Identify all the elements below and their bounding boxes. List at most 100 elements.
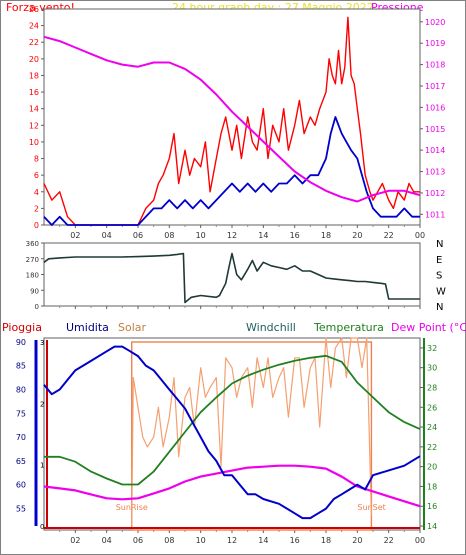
windchill-title: Windchill	[246, 321, 296, 334]
rain-tick-label: 2	[40, 400, 44, 408]
y-right-tick-label: 1020	[425, 18, 445, 27]
y-left-tick-label: 16	[29, 88, 39, 97]
solar-title: Solar	[118, 321, 147, 334]
rain-title: Pioggia	[2, 321, 42, 334]
y-left-tick-label: 12	[29, 121, 39, 130]
y-right-tick-label: 32	[427, 344, 437, 353]
x-tick-label: 02	[70, 536, 80, 545]
x-tick-label: 00	[415, 231, 425, 240]
wind-pressure-chart: 0246810121416182022242610111012101310141…	[29, 5, 446, 240]
series-wind-gust	[43, 16, 420, 226]
x-tick-label: 12	[227, 231, 237, 240]
y-right-tick-label: 1018	[425, 61, 445, 70]
y-right-tick-label: 1014	[425, 146, 445, 155]
compass-label: S	[436, 271, 442, 282]
compass-label: N	[436, 302, 443, 313]
y-left-tick-label: 6	[34, 171, 39, 180]
y-left-tick-label: 75	[16, 409, 26, 418]
rain-tick-label: 0	[40, 523, 44, 531]
x-tick-label: 20	[352, 231, 362, 240]
y-left-tick-label: 65	[16, 457, 26, 466]
y-left-tick-label: 20	[29, 55, 39, 64]
x-tick-label: 10	[196, 536, 206, 545]
temperature-title: Temperatura	[313, 321, 384, 334]
series-humidity	[43, 345, 421, 520]
daylight-box	[131, 341, 373, 531]
x-tick-label: 08	[164, 231, 174, 240]
x-tick-label: 00	[415, 536, 425, 545]
y-tick-label: 360	[26, 240, 39, 248]
y-right-tick-label: 1019	[425, 39, 445, 48]
y-tick-label: 270	[26, 256, 39, 264]
y-left-tick-label: 90	[16, 338, 26, 347]
rain-tick-label: 1	[40, 462, 44, 470]
y-left-tick-label: 18	[29, 71, 39, 80]
y-right-tick-label: 1013	[425, 168, 445, 177]
x-tick-label: 16	[290, 231, 300, 240]
y-left-tick-label: 60	[16, 481, 26, 490]
y-tick-label: 180	[26, 272, 39, 280]
y-left-tick-label: 22	[29, 38, 39, 47]
x-tick-label: 16	[290, 536, 300, 545]
series-wind-direction	[43, 252, 420, 304]
y-right-tick-label: 1016	[425, 103, 445, 112]
y-tick-label: 0	[35, 303, 39, 311]
y-left-tick-label: 70	[16, 433, 26, 442]
y-left-tick-label: 24	[29, 22, 39, 31]
x-tick-label: 18	[321, 536, 331, 545]
x-tick-label: 04	[102, 536, 112, 545]
x-tick-label: 10	[196, 231, 206, 240]
y-left-tick-label: 80	[16, 385, 26, 394]
x-tick-label: 18	[321, 231, 331, 240]
y-left-tick-label: 55	[16, 505, 26, 514]
dewpoint-title: Dew Point (°C)	[391, 321, 466, 334]
x-tick-label: 22	[384, 231, 394, 240]
x-tick-label: 12	[227, 536, 237, 545]
humidity-title: Umidita	[66, 321, 109, 334]
y-right-tick-label: 1012	[425, 189, 445, 198]
y-left-tick-label: 8	[34, 155, 39, 164]
series-temperature	[44, 354, 421, 486]
y-right-tick-label: 1017	[425, 82, 445, 91]
y-right-tick-label: 14	[427, 522, 437, 531]
y-left-tick-label: 10	[29, 138, 39, 147]
series-wind-average	[43, 116, 420, 226]
y-left-tick-label: 0	[34, 221, 39, 230]
y-left-tick-label: 2	[34, 204, 39, 213]
wind-panel-frame	[43, 8, 421, 226]
x-tick-label: 22	[384, 536, 394, 545]
x-tick-label: 06	[133, 536, 143, 545]
x-tick-label: 14	[258, 231, 268, 240]
series-solar	[131, 337, 372, 527]
series-pressure	[43, 35, 421, 203]
y-right-tick-label: 28	[427, 383, 437, 392]
y-left-tick-label: 4	[34, 188, 39, 197]
y-right-tick-label: 20	[427, 463, 437, 472]
y-right-tick-label: 24	[427, 423, 437, 432]
y-right-tick-label: 18	[427, 482, 437, 491]
compass-label: N	[436, 239, 443, 250]
y-right-tick-label: 16	[427, 502, 437, 511]
y-right-tick-label: 1011	[425, 210, 445, 219]
y-right-tick-label: 1015	[425, 125, 445, 134]
x-tick-label: 20	[352, 536, 362, 545]
y-tick-label: 90	[30, 287, 39, 295]
x-tick-label: 08	[164, 536, 174, 545]
compass-label: W	[436, 286, 446, 297]
y-right-tick-label: 30	[427, 364, 437, 373]
temperature-humidity-chart: 3210556065707580859014161820222426283032…	[16, 337, 437, 545]
series-dewpoint	[43, 464, 421, 508]
x-tick-label: 14	[258, 536, 268, 545]
y-left-tick-label: 26	[29, 5, 39, 14]
y-right-tick-label: 26	[427, 403, 437, 412]
y-left-tick-label: 85	[16, 362, 26, 371]
x-tick-label: 02	[70, 231, 80, 240]
y-right-tick-label: 22	[427, 443, 437, 452]
y-left-tick-label: 14	[29, 105, 39, 114]
direction-panel-frame	[43, 242, 421, 307]
compass-label: E	[436, 255, 442, 266]
rain-tick-label: 3	[40, 339, 44, 347]
x-tick-label: 06	[133, 231, 143, 240]
